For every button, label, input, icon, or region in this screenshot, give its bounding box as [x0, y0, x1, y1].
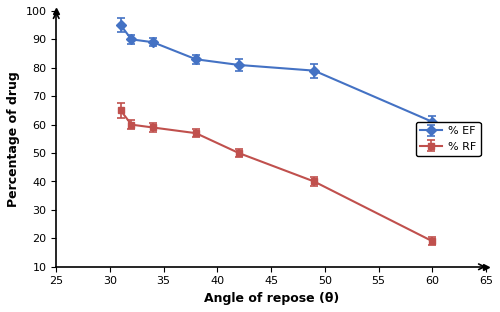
- X-axis label: Angle of repose (θ): Angle of repose (θ): [204, 292, 339, 305]
- Y-axis label: Percentage of drug: Percentage of drug: [7, 71, 20, 207]
- Legend: % EF, % RF: % EF, % RF: [416, 122, 480, 156]
